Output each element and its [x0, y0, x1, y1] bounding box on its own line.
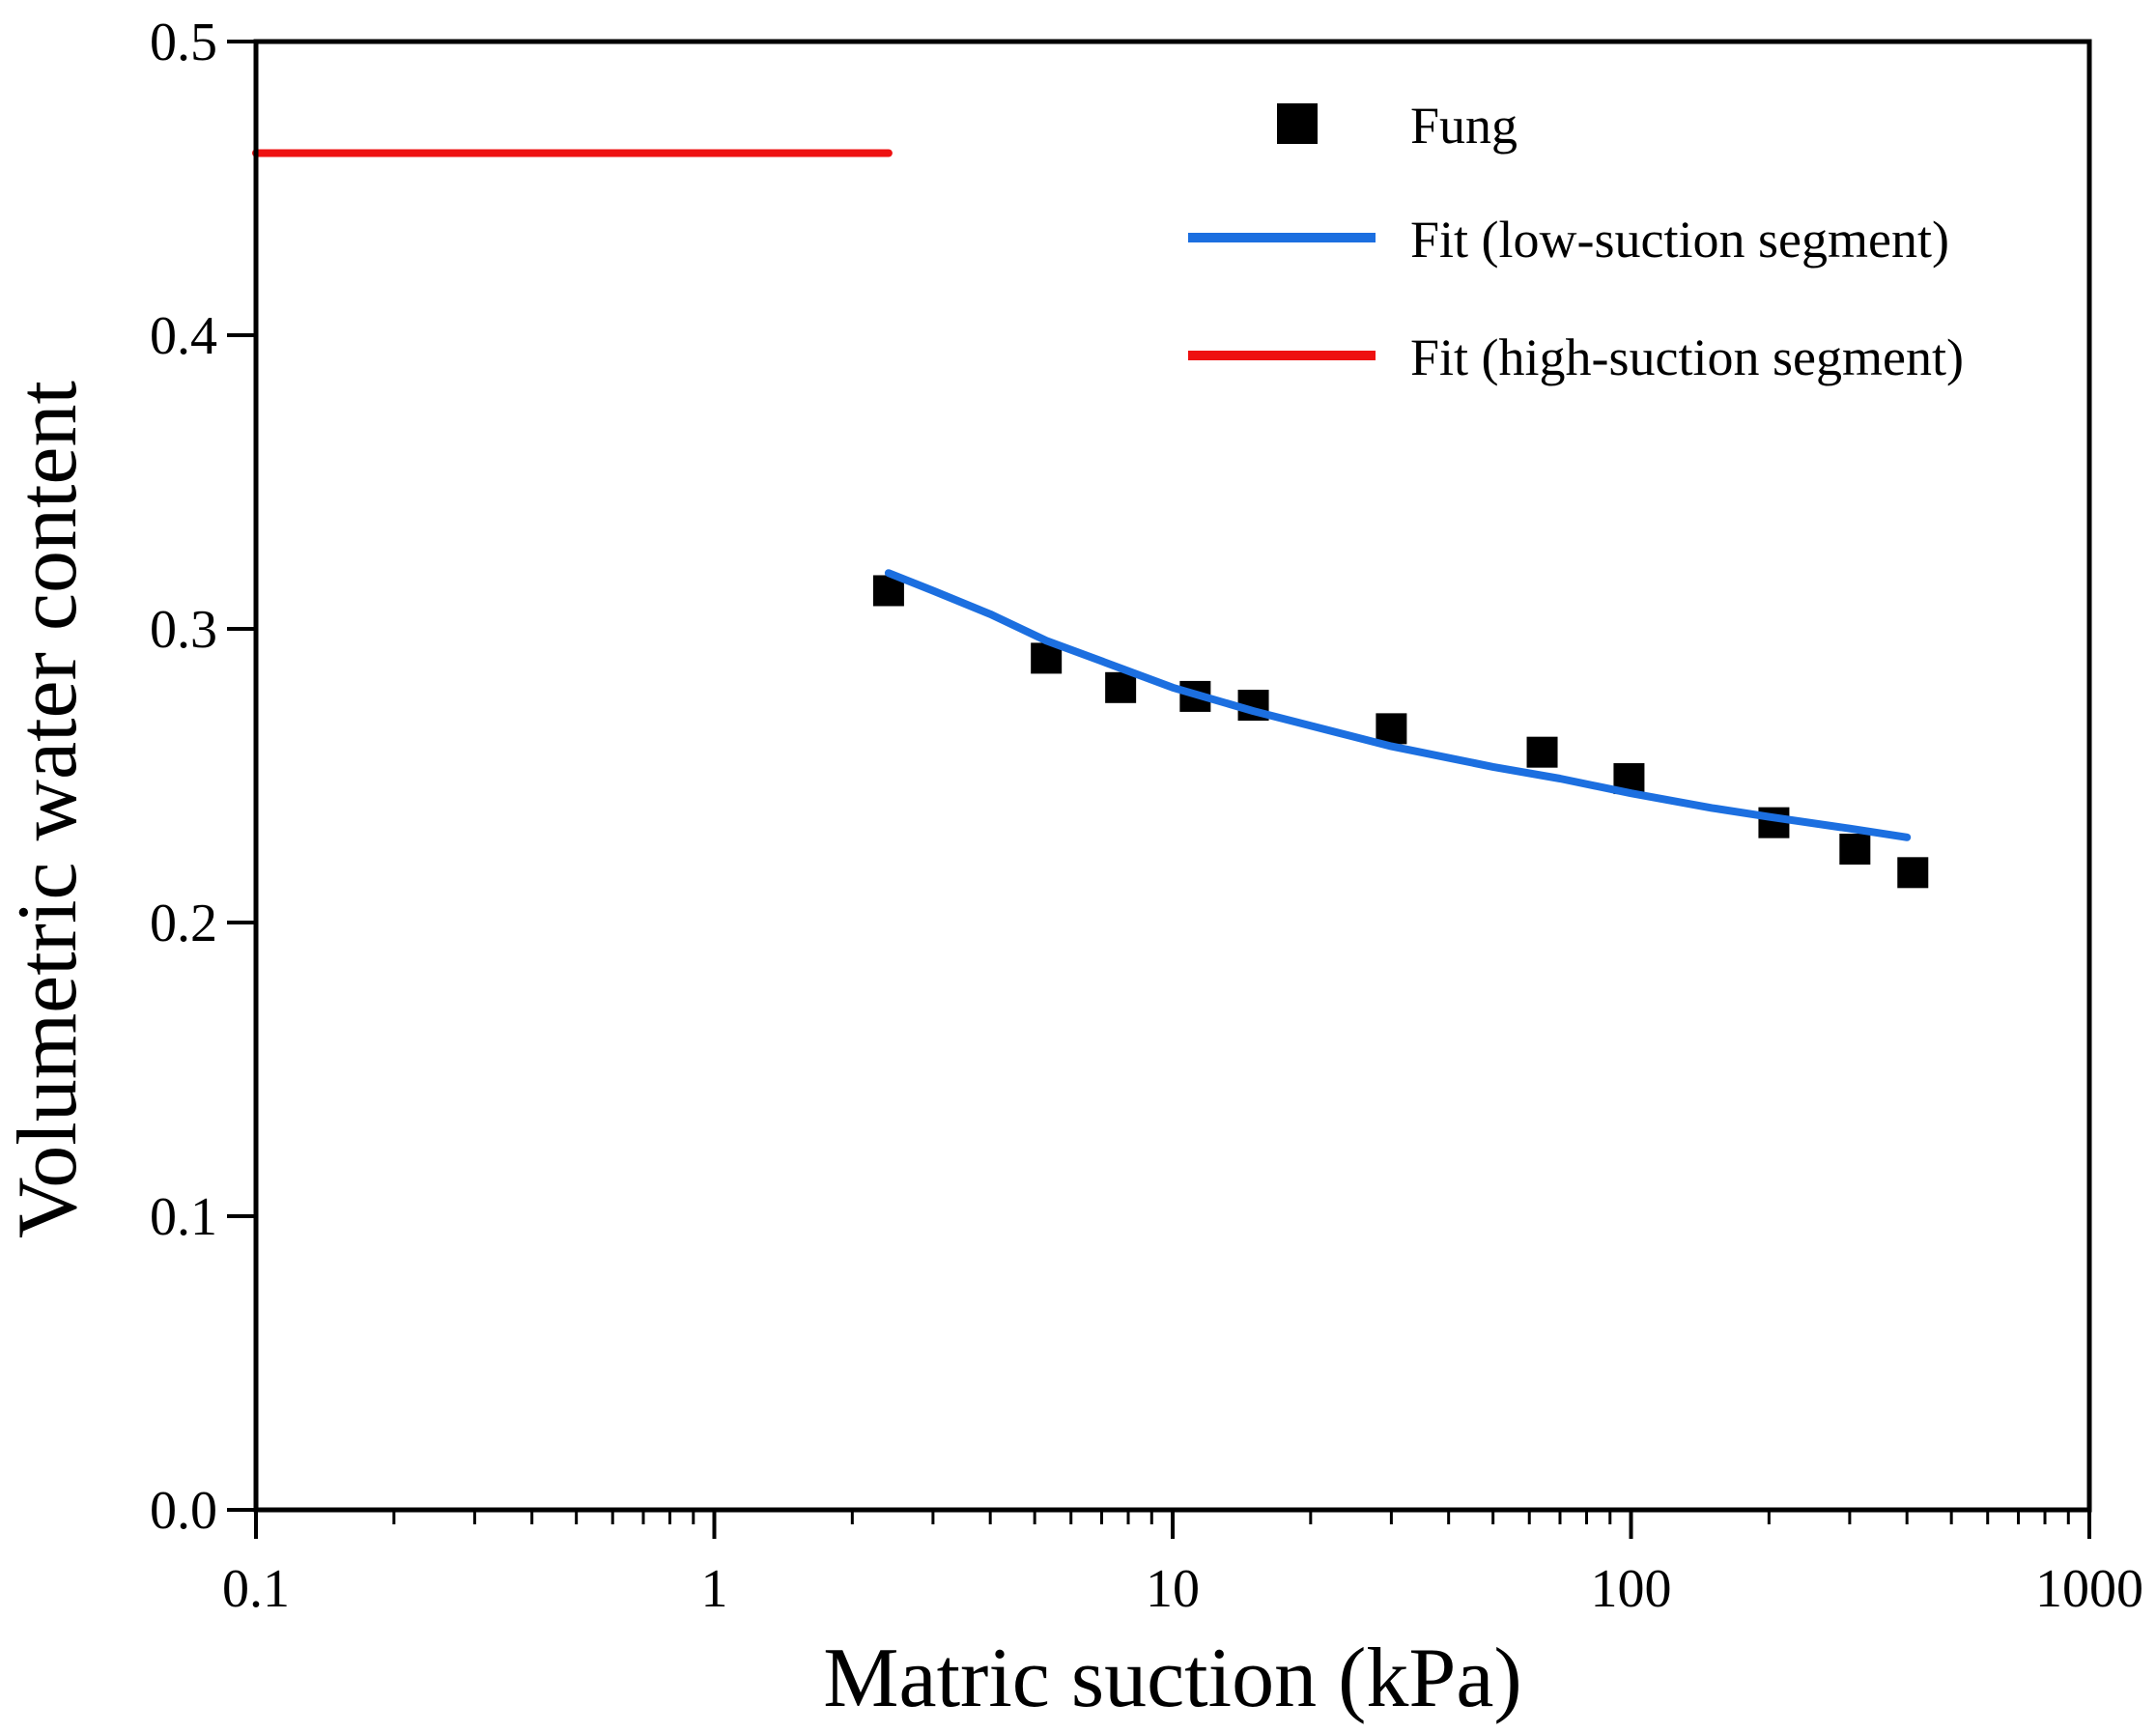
y-tick-label: 0.3: [150, 600, 217, 660]
y-tick-label: 0.0: [150, 1481, 217, 1541]
x-axis-title: Matric suction (kPa): [823, 1632, 1521, 1725]
legend-swatch-square: [1277, 103, 1318, 144]
plot-layer: [252, 149, 1929, 889]
y-axis-title: Volumetric water content: [1, 381, 95, 1238]
legend: Fung Fit (low-suction segment) Fit (high-s…: [1188, 97, 1964, 386]
legend-label: Fit (low-suction segment): [1410, 211, 1949, 269]
data-point: [1105, 671, 1137, 703]
x-tick-label: 100: [1591, 1559, 1672, 1619]
x-tick-label: 0.1: [222, 1559, 290, 1619]
data-point: [1897, 857, 1929, 889]
series-line-1: [884, 569, 1912, 841]
y-tick-label: 0.2: [150, 894, 217, 953]
data-point: [1376, 713, 1407, 745]
x-tick-label: 1000: [2035, 1559, 2143, 1619]
x-tick-label: 1: [701, 1559, 728, 1619]
data-point: [1839, 834, 1871, 865]
y-tick-label: 0.1: [150, 1187, 217, 1247]
x-tick-label: 10: [1146, 1559, 1200, 1619]
y-tick-label: 0.5: [150, 13, 217, 72]
data-point: [1526, 736, 1558, 768]
legend-label: Fung: [1410, 97, 1518, 155]
y-tick-label: 0.4: [150, 306, 217, 366]
legend-label: Fit (high-suction segment): [1410, 328, 1964, 386]
